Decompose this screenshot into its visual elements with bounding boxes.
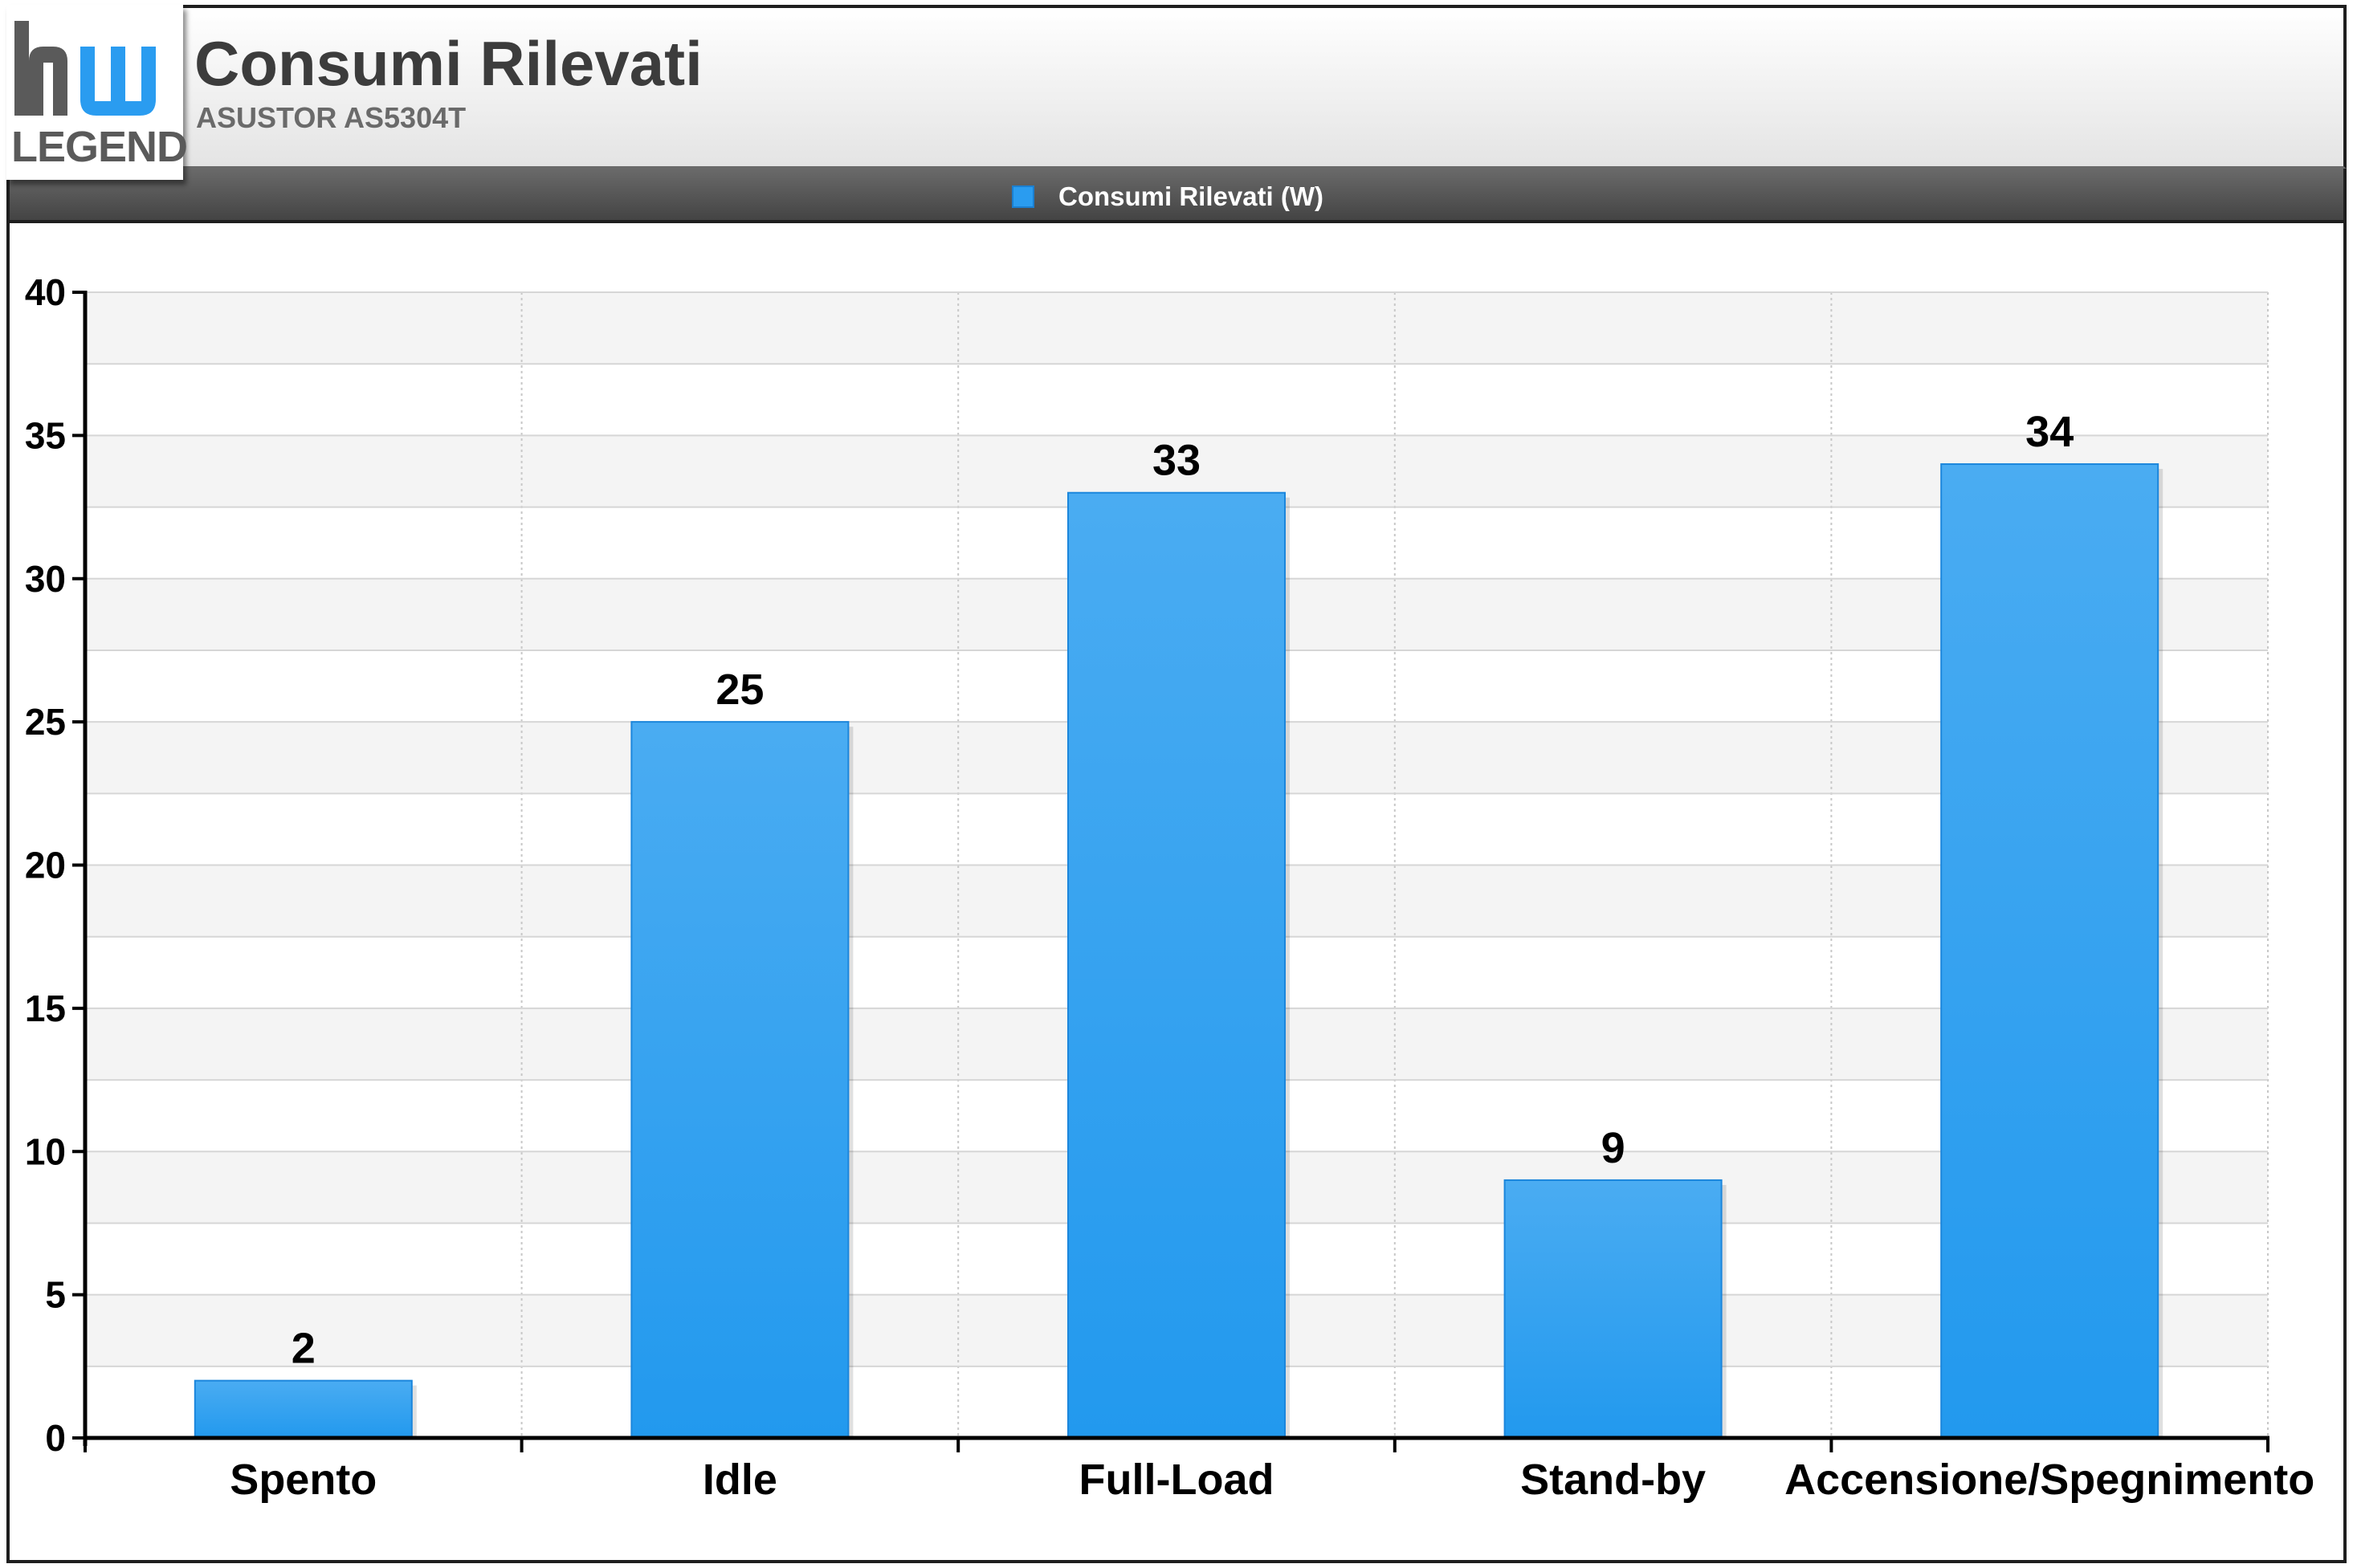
- chart-header: [6, 5, 2347, 169]
- y-tick-label: 0: [45, 1417, 66, 1459]
- x-tick-label: Spento: [230, 1456, 377, 1504]
- data-label: 9: [1601, 1124, 1625, 1172]
- legend-item[interactable]: Consumi Rilevati (W): [1012, 181, 1323, 212]
- data-label: 34: [2025, 408, 2074, 456]
- bar: [1940, 463, 2159, 1439]
- y-tick-label: 20: [25, 845, 66, 886]
- data-label: 25: [716, 666, 764, 714]
- y-tick-label: 10: [25, 1130, 66, 1172]
- logo-wordmark: LEGEND: [11, 123, 188, 171]
- legend-swatch-icon: [1012, 185, 1034, 208]
- hwlegend-logo: LEGEND: [6, 5, 188, 180]
- y-tick-label: 40: [25, 271, 66, 313]
- x-tick-label: Accensione/Spegnimento: [1784, 1456, 2314, 1504]
- chart-axes: [72, 291, 2269, 1452]
- y-tick-label: 35: [25, 414, 66, 456]
- x-tick-label: Stand-by: [1520, 1456, 1706, 1504]
- hw-logo-icon: [14, 21, 156, 116]
- x-tick-label: Full-Load: [1079, 1456, 1274, 1504]
- y-tick-label: 25: [25, 701, 66, 743]
- chart-subtitle: ASUSTOR AS5304T: [196, 101, 467, 134]
- legend-label: Consumi Rilevati (W): [1058, 181, 1324, 211]
- data-label: 2: [292, 1325, 316, 1373]
- bar: [194, 1379, 413, 1440]
- bar: [1503, 1179, 1723, 1440]
- y-tick-label: 5: [45, 1274, 66, 1316]
- grid-band: [85, 292, 2268, 365]
- y-tick-label: 30: [25, 558, 66, 600]
- bar: [1067, 491, 1286, 1439]
- chart-labels: 2 Spento 25 Idle 33 Full-Load 9 Stand-by 34 Accen…: [25, 271, 2314, 1504]
- x-tick-label: Idle: [703, 1456, 777, 1504]
- bar-series: [194, 463, 2163, 1440]
- bar: [630, 721, 850, 1439]
- data-label: 33: [1152, 437, 1201, 485]
- y-tick-label: 15: [25, 988, 66, 1029]
- legend-bar: Consumi Rilevati (W): [6, 169, 2347, 223]
- chart-title: Consumi Rilevati: [194, 28, 703, 99]
